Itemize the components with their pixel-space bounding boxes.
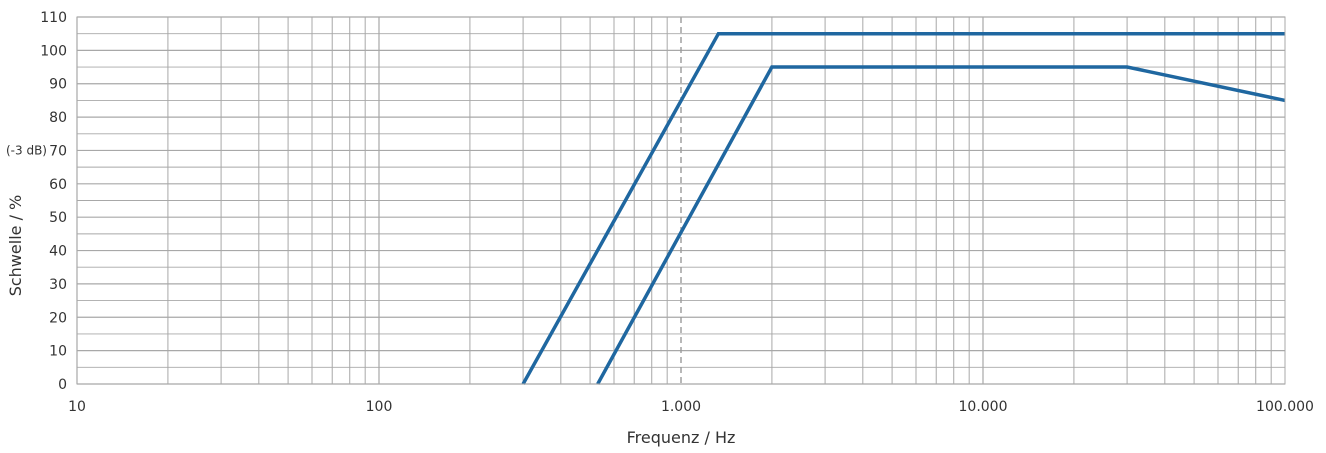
y-tick-label: 110: [40, 10, 67, 26]
y-tick-label: 90: [49, 77, 67, 93]
y-tick-label: 10: [49, 344, 67, 360]
y-tick-label: 30: [49, 277, 67, 293]
x-tick-label: 1.000: [661, 399, 701, 415]
x-tick-label: 10: [68, 399, 86, 415]
y-tick-label: 60: [49, 177, 67, 193]
y-tick-label: 40: [49, 244, 67, 260]
x-tick-label: 100.000: [1256, 399, 1314, 415]
plot-frame: [76, 16, 1286, 385]
series-line-1: [521, 31, 1285, 385]
x-axis-title: Frequenz / Hz: [627, 428, 736, 447]
x-tick-label: 10.000: [959, 399, 1008, 415]
y-tick-label: 0: [58, 377, 67, 393]
series-group: [521, 31, 1286, 385]
x-tick-label: 100: [366, 399, 393, 415]
y-tick-label: 100: [40, 43, 67, 59]
y-tick-label: 50: [49, 210, 67, 226]
series-line-2: [596, 65, 1286, 385]
y-tick-label: 20: [49, 310, 67, 326]
y-tick-labels: 0 10 20 30 40 50 60 70 80 90 100 110: [40, 10, 67, 393]
y-axis-title: Schwelle / %: [6, 195, 25, 297]
x-tick-labels: 10 100 1.000 10.000 100.000: [68, 399, 1314, 415]
y-annotation: (-3 dB): [6, 143, 47, 157]
y-tick-label: 80: [49, 110, 67, 126]
y-tick-label: 70: [49, 143, 67, 159]
